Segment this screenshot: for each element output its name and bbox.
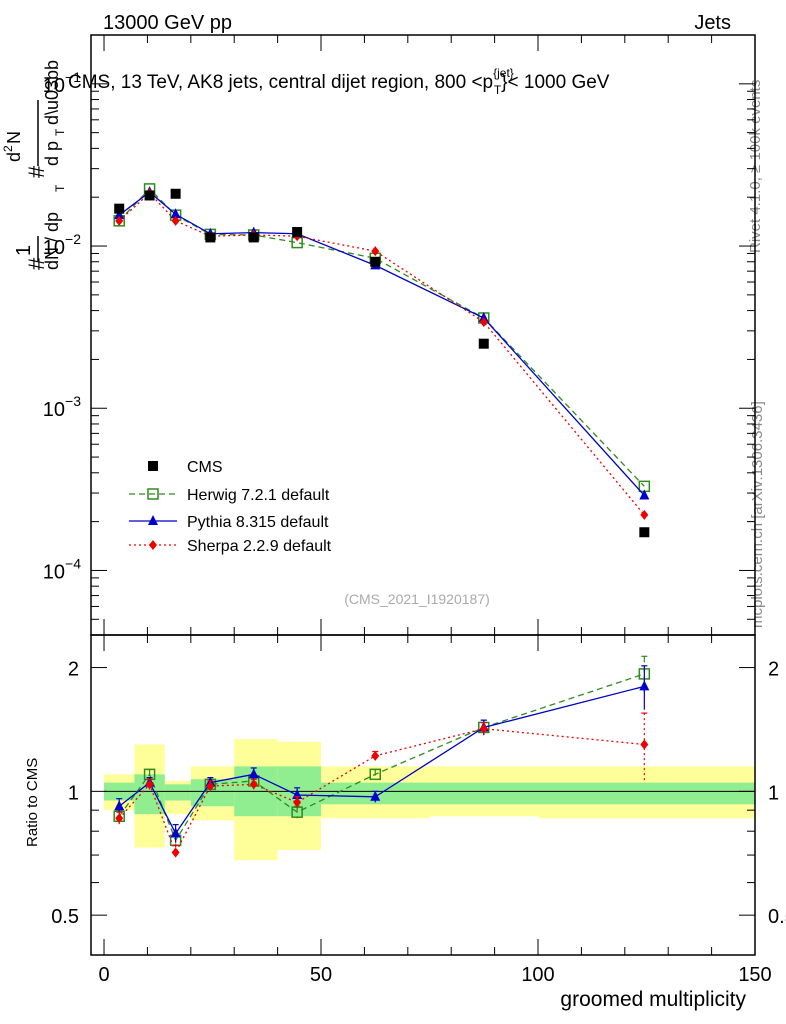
- y-tick-label-ratio-right: 1: [768, 782, 779, 804]
- x-tick-label: 0: [98, 964, 109, 986]
- ratio-point-2: [115, 813, 124, 824]
- cms-data-point: [170, 188, 181, 199]
- series-point-2: [115, 215, 124, 226]
- title-sup: {jet}: [493, 66, 514, 80]
- band-green: [164, 784, 191, 801]
- svg-text:#: #: [24, 257, 49, 270]
- svg-text:dN / dp: dN / dp: [42, 212, 62, 270]
- ratio-point-2: [249, 779, 258, 790]
- series-line-1: [118, 191, 645, 496]
- ratio-point-2: [371, 750, 380, 761]
- band-green: [429, 782, 539, 805]
- cms-data-point: [114, 203, 125, 214]
- ratio-point-0: [369, 768, 382, 781]
- legend-marker-2: [149, 540, 157, 550]
- legend-label-0: Herwig 7.2.1 default: [187, 487, 330, 504]
- ratio-frame: [90, 634, 756, 956]
- y-tick-label-main: 10−4: [43, 555, 81, 583]
- ratio-point-2: [479, 723, 488, 734]
- svg-text:d: d: [4, 152, 24, 162]
- mcplots-label: mcplots.cern.ch [arXiv:1306.3436]: [749, 401, 766, 628]
- cms-data-point: [144, 190, 155, 201]
- legend-marker-1: [148, 515, 158, 525]
- x-tick-label: 100: [521, 964, 554, 986]
- ratio-y-label: Ratio to CMS: [24, 758, 41, 847]
- main-series: [113, 183, 651, 538]
- cms-data-point: [639, 527, 650, 538]
- x-tick-label: 150: [738, 964, 771, 986]
- ratio-point-2: [293, 797, 302, 808]
- ratio-point-1: [248, 768, 259, 779]
- chart-title: CMS, 13 TeV, AK8 jets, central dijet reg…: [68, 66, 610, 97]
- cms-data-point: [370, 256, 381, 267]
- y-tick-label-ratio: 1: [68, 782, 79, 804]
- legend-marker-0: [147, 488, 159, 500]
- cms-data-point: [248, 232, 259, 243]
- series-point-1: [114, 209, 125, 220]
- svg-text:d\u03bb: d\u03bb: [42, 60, 62, 125]
- ratio-point-1: [370, 790, 381, 801]
- legend-label-cms: CMS: [187, 459, 223, 476]
- header-right: Jets: [694, 12, 731, 34]
- analysis-tag: (CMS_2021_I1920187): [344, 591, 490, 607]
- ratio-panel: 0.5 0.5 1 1 2 2 0 50 100 150: [51, 634, 786, 986]
- svg-text:#: #: [24, 165, 49, 178]
- svg-text:N: N: [4, 131, 24, 144]
- legend-label-1: Pythia 8.315 default: [187, 514, 329, 531]
- series-point-1: [170, 208, 181, 219]
- ratio-point-2: [171, 847, 180, 858]
- cms-data-point: [292, 227, 303, 238]
- ratio-point-1: [114, 800, 125, 811]
- legend: CMS Herwig 7.2.1 default Pythia 8.315 defa…: [129, 459, 332, 555]
- svg-text:1: 1: [13, 245, 35, 256]
- series-point-1: [478, 312, 489, 323]
- ratio-point-1: [639, 680, 650, 691]
- series-point-2: [479, 317, 488, 328]
- series-point-2: [640, 509, 649, 520]
- ratio-point-1: [170, 827, 181, 838]
- ratio-point-2: [206, 781, 215, 792]
- cms-data-point: [478, 338, 489, 349]
- svg-text:T: T: [53, 128, 67, 136]
- y-tick-label-main: 10−1: [43, 69, 81, 97]
- legend-marker-cms: [148, 461, 158, 471]
- cms-data-point: [205, 232, 216, 243]
- y-tick-label-ratio: 2: [68, 659, 79, 681]
- svg-text:d p: d p: [42, 141, 62, 166]
- legend-label-2: Sherpa 2.2.9 default: [187, 538, 332, 555]
- header-left: 13000 GeV pp: [103, 12, 232, 34]
- y-tick-label-ratio: 0.5: [51, 906, 79, 928]
- main-panel: 10−4 10−3 10−2 10−1: [43, 34, 756, 636]
- svg-text:2: 2: [1, 145, 15, 152]
- band-green: [538, 782, 755, 805]
- x-tick-label: 50: [310, 964, 332, 986]
- y-tick-label-main: 10−3: [43, 393, 81, 421]
- y-tick-label-ratio-right: 0.5: [768, 906, 786, 928]
- series-point-2: [371, 246, 380, 257]
- series-line-0: [118, 187, 645, 487]
- title-sub: T: [494, 83, 502, 97]
- y-tick-label-ratio-right: 2: [768, 659, 779, 681]
- series-point-1: [639, 489, 650, 500]
- ratio-point-2: [145, 779, 154, 790]
- series-point-2: [171, 215, 180, 226]
- ratio-point-2: [640, 739, 649, 750]
- ratio-series: [113, 655, 651, 861]
- svg-text:T: T: [53, 184, 67, 192]
- ratio-bands: [104, 739, 755, 861]
- ylabel-main: # 1 dN / dp T # d 2 N d p T d\u03bb: [1, 60, 67, 270]
- y-tick-label-main: 10−2: [43, 231, 81, 259]
- x-axis-label: groomed multiplicity: [560, 988, 746, 1011]
